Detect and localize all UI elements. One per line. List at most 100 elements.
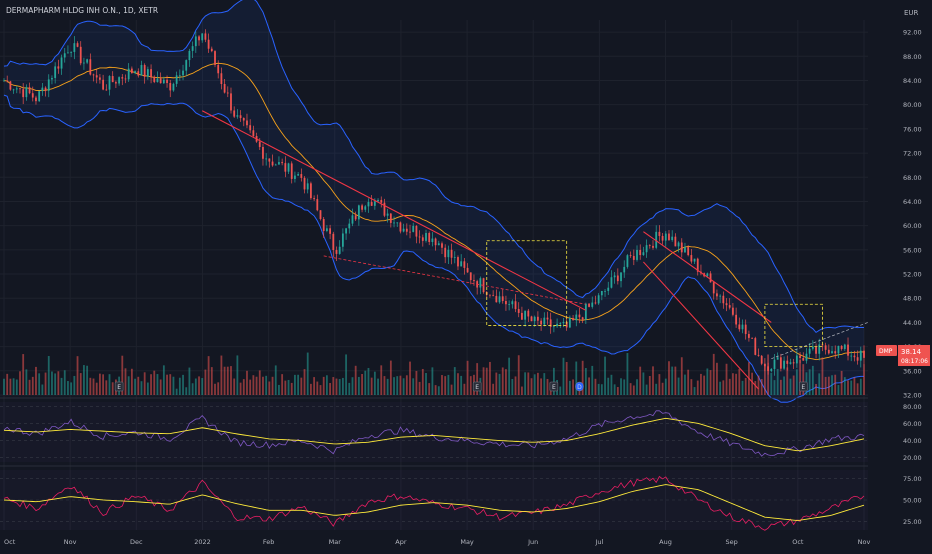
volume-bar: [706, 368, 709, 395]
price-tick-label: 44.00: [903, 319, 922, 327]
volume-bar: [652, 366, 654, 395]
candle-body: [76, 43, 79, 47]
candle-body: [620, 272, 622, 282]
candle-body: [434, 238, 437, 246]
candle-body: [732, 307, 734, 315]
volume-bar: [380, 365, 383, 395]
earnings-marker[interactable]: [114, 381, 124, 392]
candle-body: [9, 81, 12, 90]
candle-body: [540, 320, 543, 325]
volume-bar: [757, 375, 760, 395]
candle-body: [863, 350, 865, 358]
volume-bar: [162, 365, 165, 395]
volume-bar: [306, 352, 309, 395]
earnings-marker[interactable]: [799, 381, 808, 392]
candle-body: [338, 246, 341, 254]
last-price-tag[interactable]: DMP 38.14 08:17:06: [876, 345, 930, 366]
symbol-tag-box: [876, 345, 897, 356]
volume-bar: [450, 384, 453, 395]
volume-bar: [294, 374, 296, 395]
volume-bar: [540, 378, 543, 395]
volume-bar: [242, 379, 245, 395]
volume-bar: [853, 377, 856, 395]
volume-bar: [22, 354, 25, 395]
volume-bar: [466, 360, 469, 395]
volume-bar: [700, 373, 702, 395]
candle-body: [776, 357, 779, 360]
volume-bar: [821, 357, 824, 395]
candle-body: [556, 323, 558, 327]
volume-bar: [636, 379, 638, 395]
candle-body: [668, 233, 670, 241]
candle-body: [552, 326, 555, 328]
candle-body: [182, 70, 184, 76]
rsi-panel-ma-line: [3, 417, 865, 452]
candle-body: [632, 255, 635, 260]
candle-body: [188, 50, 191, 61]
candle-body: [680, 242, 683, 253]
volume-bar: [792, 375, 795, 395]
support-line[interactable]: [323, 255, 586, 305]
candle-body: [405, 228, 408, 232]
drawing-layer[interactable]: [201, 110, 869, 390]
volume-bar: [178, 377, 181, 395]
candle-body: [533, 316, 536, 322]
pattern-box[interactable]: [486, 240, 568, 326]
volume-bar: [738, 368, 741, 395]
volume-bar: [863, 364, 865, 395]
candle-body: [495, 295, 498, 303]
volume-bar: [338, 379, 341, 395]
volume-bar: [54, 373, 57, 395]
channel-upper[interactable]: [643, 231, 772, 323]
candle-body: [246, 120, 248, 126]
candle-body: [19, 88, 21, 90]
candle-body: [441, 243, 443, 248]
candle-body: [584, 303, 587, 320]
channel-lower[interactable]: [642, 261, 759, 390]
volume-bar: [843, 377, 846, 395]
volume-bar: [169, 374, 172, 395]
volume-bar: [188, 367, 191, 395]
candle-body: [361, 205, 363, 210]
earnings-marker[interactable]: [472, 381, 482, 392]
candle-body: [473, 280, 475, 282]
time-tick-label: Aug: [659, 538, 672, 546]
candle-body: [546, 317, 549, 320]
time-tick-label: Nov: [64, 538, 77, 546]
candle-body: [134, 71, 136, 73]
volume-bar: [629, 383, 632, 395]
volume-bar: [658, 374, 661, 395]
candle-body: [396, 222, 399, 224]
volume-bar: [763, 366, 766, 395]
candle-body: [63, 53, 66, 58]
volume-bar: [166, 374, 168, 395]
down-trendline[interactable]: [201, 110, 587, 311]
volume-bar: [568, 380, 571, 395]
candle-body: [792, 362, 795, 364]
volume-bar: [399, 375, 402, 395]
candle-body: [626, 255, 629, 267]
time-tick-label: Feb: [263, 538, 275, 546]
volume-bar: [89, 377, 92, 395]
volume-bar: [514, 376, 517, 395]
dividend-marker[interactable]: [575, 381, 584, 392]
candle-body: [166, 79, 168, 84]
candle-body: [505, 300, 507, 305]
volume-bar: [146, 382, 149, 395]
volume-bar: [364, 370, 367, 395]
candle-body: [60, 57, 63, 69]
volume-bar: [597, 383, 600, 395]
volume-bar: [25, 369, 28, 395]
candle-body: [818, 344, 821, 354]
volume-bar: [421, 368, 424, 395]
volume-bar: [594, 378, 597, 395]
candle-body: [754, 338, 757, 355]
earnings-marker[interactable]: [549, 381, 559, 392]
volume-bar: [367, 367, 370, 395]
candle-body: [217, 64, 220, 74]
projection-line[interactable]: [771, 322, 869, 360]
volume-bar: [751, 372, 754, 395]
